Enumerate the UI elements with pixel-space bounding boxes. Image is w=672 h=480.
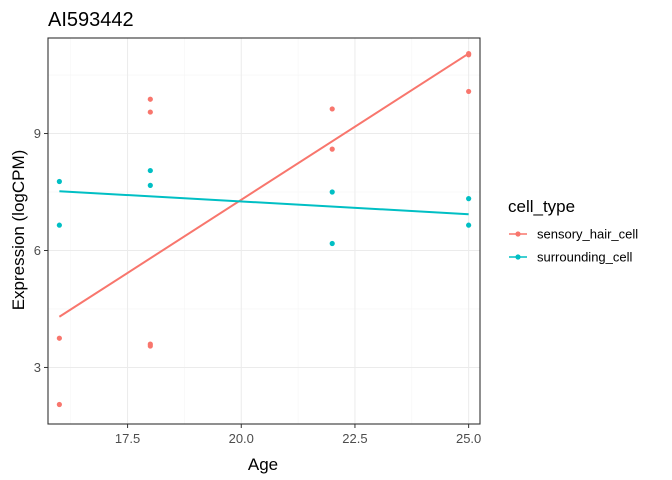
point-sensory_hair_cell bbox=[466, 88, 472, 95]
legend-title: cell_type bbox=[508, 197, 575, 216]
point-sensory_hair_cell bbox=[329, 146, 335, 152]
x-tick-label: 20.0 bbox=[229, 431, 254, 446]
x-tick-label: 22.5 bbox=[342, 431, 367, 446]
point-surrounding_cell bbox=[56, 222, 62, 228]
legend-label: surrounding_cell bbox=[537, 250, 633, 265]
point-sensory_hair_cell bbox=[147, 96, 153, 102]
point-sensory_hair_cell bbox=[56, 335, 62, 341]
point-surrounding_cell bbox=[329, 189, 335, 195]
point-sensory_hair_cell bbox=[147, 341, 153, 347]
y-tick-label: 3 bbox=[34, 360, 41, 375]
trend-lines bbox=[58, 52, 470, 318]
chart-title: AI593442 bbox=[48, 9, 134, 31]
y-axis-title: Expression (logCPM) bbox=[9, 150, 28, 311]
grid-lines bbox=[48, 38, 480, 424]
legend-label: sensory_hair_cell bbox=[537, 227, 638, 242]
x-tick-label: 25.0 bbox=[456, 431, 481, 446]
point-surrounding_cell bbox=[147, 167, 153, 174]
x-tick-label: 17.5 bbox=[115, 431, 140, 446]
legend-key-point bbox=[515, 231, 521, 237]
legend: cell_type sensory_hair_cell surrounding_c… bbox=[508, 197, 638, 265]
y-axis-ticks: 3 6 9 bbox=[34, 126, 48, 375]
point-sensory_hair_cell bbox=[466, 50, 472, 57]
point-surrounding_cell bbox=[466, 196, 472, 202]
point-sensory_hair_cell bbox=[147, 109, 153, 115]
panel-border bbox=[47, 37, 481, 425]
point-surrounding_cell bbox=[329, 240, 335, 247]
point-surrounding_cell bbox=[466, 222, 472, 228]
point-surrounding_cell bbox=[147, 182, 153, 188]
y-tick-label: 9 bbox=[34, 126, 41, 141]
y-tick-label: 6 bbox=[34, 243, 41, 258]
trend-line-surrounding_cell bbox=[59, 190, 469, 216]
point-sensory_hair_cell bbox=[329, 106, 335, 112]
trend-line-sensory_hair_cell bbox=[58, 52, 470, 318]
point-sensory_hair_cell bbox=[56, 401, 62, 408]
x-axis-title: Age bbox=[248, 455, 278, 474]
data-points bbox=[56, 50, 472, 408]
legend-key-point bbox=[515, 254, 521, 260]
x-axis-ticks: 17.5 20.0 22.5 25.0 bbox=[115, 424, 481, 446]
point-surrounding_cell bbox=[56, 178, 62, 185]
